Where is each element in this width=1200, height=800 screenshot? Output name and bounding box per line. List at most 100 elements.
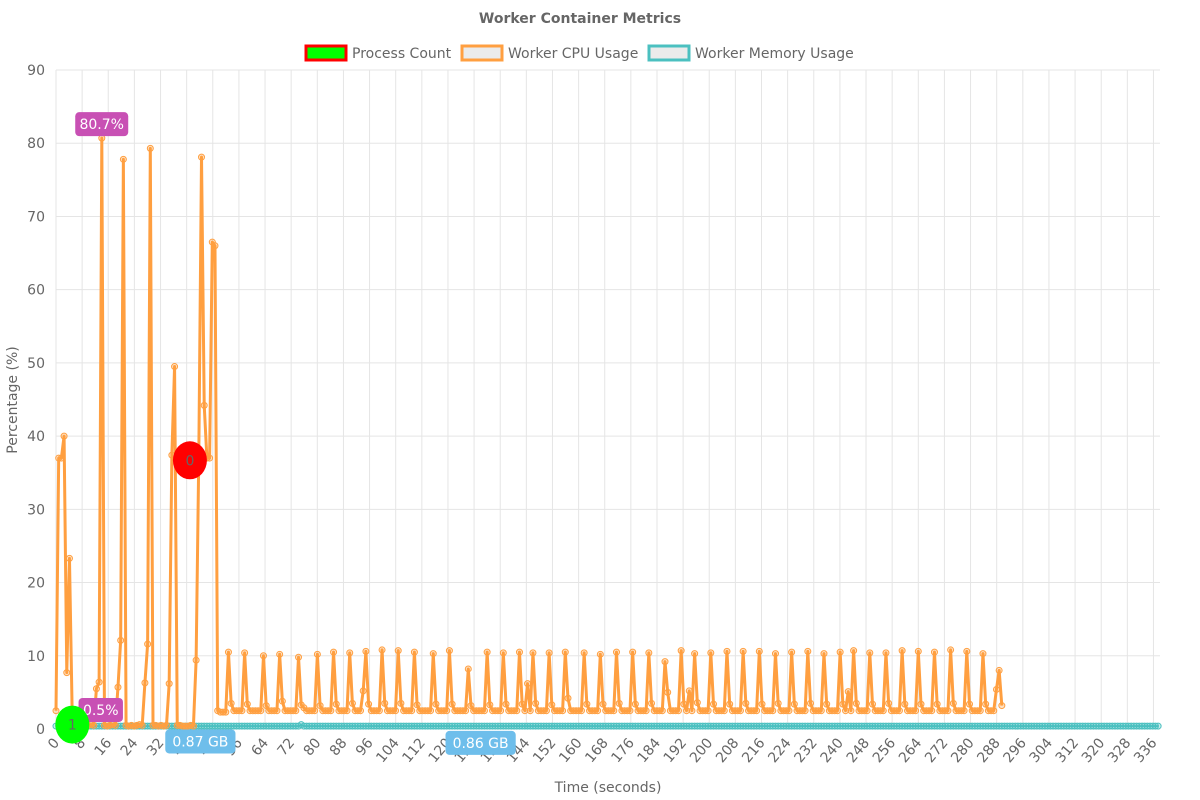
cpu-point: [850, 647, 858, 655]
cpu-point: [758, 700, 766, 708]
cpu-point: [594, 707, 602, 715]
x-tick-label: 184: [635, 735, 664, 766]
cpu-point: [979, 650, 987, 658]
legend-label-process-count: Process Count: [352, 46, 452, 62]
cpu-point: [378, 646, 386, 654]
cpu-point: [710, 700, 718, 708]
cpu-point: [658, 707, 666, 715]
cpu-point: [863, 707, 871, 715]
cpu-point: [998, 702, 1006, 710]
cpu-series: [52, 134, 1006, 730]
cpu-point: [963, 647, 971, 655]
cpu-point: [327, 707, 335, 715]
annotation-badge-label: 0.5%: [83, 703, 119, 719]
cpu-point: [499, 649, 507, 657]
y-tick-label: 0: [36, 722, 45, 738]
cpu-line: [54, 136, 1004, 728]
cpu-point: [685, 687, 693, 695]
cpu-point: [691, 650, 699, 658]
cpu-point: [771, 650, 779, 658]
cpu-point: [111, 721, 119, 729]
legend-item-worker-memory-usage[interactable]: Worker Memory Usage: [647, 44, 854, 62]
annotation-badge: [78, 697, 123, 722]
cpu-point: [631, 700, 639, 708]
cpu-point: [982, 700, 990, 708]
cpu-point: [65, 554, 73, 562]
grid-lines: [55, 69, 1160, 730]
legend-item-process-count[interactable]: Process Count: [304, 44, 452, 62]
cpu-point: [375, 707, 383, 715]
cpu-point: [615, 699, 623, 707]
cpu-point: [432, 700, 440, 708]
cpu-point: [222, 708, 230, 716]
cpu-point: [114, 683, 122, 691]
cpu-point: [879, 707, 887, 715]
cpu-point: [119, 155, 127, 163]
cpu-point: [661, 658, 669, 666]
legend-label-worker-memory-usage: Worker Memory Usage: [695, 46, 854, 62]
cpu-point: [742, 699, 750, 707]
cpu-point: [842, 707, 850, 715]
process-count-label: 0: [185, 453, 194, 469]
x-tick-label: 296: [1000, 735, 1029, 766]
cpu-point: [677, 647, 685, 655]
cpu-point: [790, 700, 798, 708]
cpu-point: [596, 650, 604, 658]
cpu-point: [394, 647, 402, 655]
y-tick-label: 80: [27, 136, 45, 152]
cpu-point: [480, 707, 488, 715]
cpu-point: [381, 699, 389, 707]
cpu-point: [664, 688, 672, 696]
cpu-point: [839, 700, 847, 708]
cpu-point: [542, 707, 550, 715]
cpu-point: [211, 242, 219, 250]
cpu-point: [844, 688, 852, 696]
cpu-point: [162, 721, 170, 729]
y-tick-label: 50: [27, 356, 45, 372]
process-count-bubble: [55, 705, 90, 744]
cpu-point: [976, 707, 984, 715]
cpu-point: [680, 700, 688, 708]
cpu-point: [683, 707, 691, 715]
cpu-point: [847, 707, 855, 715]
cpu-point: [224, 648, 232, 656]
cpu-point: [462, 707, 470, 715]
cpu-point: [356, 707, 364, 715]
cpu-point: [429, 650, 437, 658]
cpu-point: [599, 700, 607, 708]
x-tick-label: 248: [844, 735, 873, 766]
cpu-point: [445, 647, 453, 655]
x-tick-label: 112: [399, 735, 428, 766]
x-tick-label: 312: [1053, 735, 1082, 766]
cpu-point: [332, 700, 340, 708]
x-tick-label: 288: [974, 735, 1003, 766]
cpu-point: [917, 700, 925, 708]
cpu-point: [243, 700, 251, 708]
x-tick-label: 208: [713, 735, 742, 766]
cpu-point: [930, 648, 938, 656]
cpu-point: [57, 454, 65, 462]
cpu-point: [427, 707, 435, 715]
cpu-point: [868, 700, 876, 708]
cpu-point: [895, 707, 903, 715]
x-tick-label: 176: [608, 735, 637, 766]
cpu-point: [914, 647, 922, 655]
cpu-point: [359, 687, 367, 695]
legend-item-worker-cpu-usage[interactable]: Worker CPU Usage: [460, 44, 638, 62]
cpu-point: [138, 721, 146, 729]
cpu-point: [949, 699, 957, 707]
cpu-point: [443, 707, 451, 715]
cpu-point: [227, 699, 235, 707]
cpu-point: [526, 707, 534, 715]
cpu-point: [192, 656, 200, 664]
cpu-point: [518, 700, 526, 708]
cpu-point: [739, 647, 747, 655]
cpu-point: [610, 707, 618, 715]
x-tick-label: 320: [1079, 735, 1108, 766]
cpu-point: [736, 707, 744, 715]
cpu-point: [521, 707, 529, 715]
cpu-point: [720, 707, 728, 715]
y-tick-label: 90: [27, 63, 45, 79]
cpu-point: [502, 700, 510, 708]
cpu-point: [564, 694, 572, 702]
